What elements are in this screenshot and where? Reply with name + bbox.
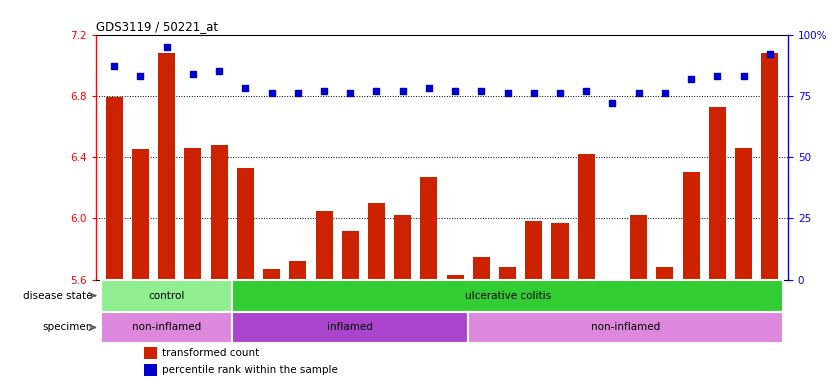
Text: specimen: specimen <box>42 323 93 333</box>
Point <box>632 90 646 96</box>
Text: transformed count: transformed count <box>162 348 259 358</box>
Point <box>396 88 409 94</box>
Bar <box>735 148 752 280</box>
Point <box>133 73 147 79</box>
Bar <box>158 53 175 280</box>
Text: non-inflamed: non-inflamed <box>132 323 201 333</box>
Bar <box>499 267 516 280</box>
Bar <box>289 261 306 280</box>
Bar <box>709 106 726 280</box>
Bar <box>315 211 333 280</box>
Point <box>685 76 698 82</box>
Bar <box>211 145 228 280</box>
Point <box>553 90 566 96</box>
Point <box>239 85 252 91</box>
Bar <box>106 98 123 280</box>
Bar <box>101 280 232 311</box>
Bar <box>468 311 783 343</box>
Point <box>108 63 121 70</box>
Bar <box>184 148 202 280</box>
Bar <box>682 172 700 280</box>
Bar <box>237 168 254 280</box>
Bar <box>263 269 280 280</box>
Bar <box>394 215 411 280</box>
Bar <box>144 364 157 376</box>
Text: inflamed: inflamed <box>327 323 373 333</box>
Bar <box>525 222 542 280</box>
Bar <box>761 53 778 280</box>
Point <box>160 44 173 50</box>
Bar <box>447 275 464 280</box>
Text: control: control <box>148 291 185 301</box>
Text: disease state: disease state <box>23 291 93 301</box>
Bar <box>232 311 468 343</box>
Point <box>605 100 619 106</box>
Text: non-inflamed: non-inflamed <box>591 323 661 333</box>
Point <box>658 90 671 96</box>
Point <box>527 90 540 96</box>
Bar <box>551 223 569 280</box>
Point <box>265 90 279 96</box>
Point <box>318 88 331 94</box>
Bar <box>342 231 359 280</box>
Bar <box>232 280 783 311</box>
Point <box>580 88 593 94</box>
Bar <box>368 203 385 280</box>
Bar <box>144 347 157 359</box>
Bar <box>420 177 437 280</box>
Point <box>344 90 357 96</box>
Point <box>737 73 751 79</box>
Point <box>291 90 304 96</box>
Point <box>501 90 515 96</box>
Bar <box>631 215 647 280</box>
Text: ulcerative colitis: ulcerative colitis <box>465 291 550 301</box>
Point <box>369 88 383 94</box>
Point <box>422 85 435 91</box>
Point <box>186 71 199 77</box>
Point <box>711 73 724 79</box>
Bar <box>132 149 149 280</box>
Point <box>475 88 488 94</box>
Text: percentile rank within the sample: percentile rank within the sample <box>162 365 338 375</box>
Point <box>449 88 462 94</box>
Bar <box>473 257 490 280</box>
Point <box>763 51 776 57</box>
Bar <box>578 154 595 280</box>
Bar <box>656 267 673 280</box>
Point <box>213 68 226 74</box>
Bar <box>101 311 232 343</box>
Text: GDS3119 / 50221_at: GDS3119 / 50221_at <box>96 20 218 33</box>
